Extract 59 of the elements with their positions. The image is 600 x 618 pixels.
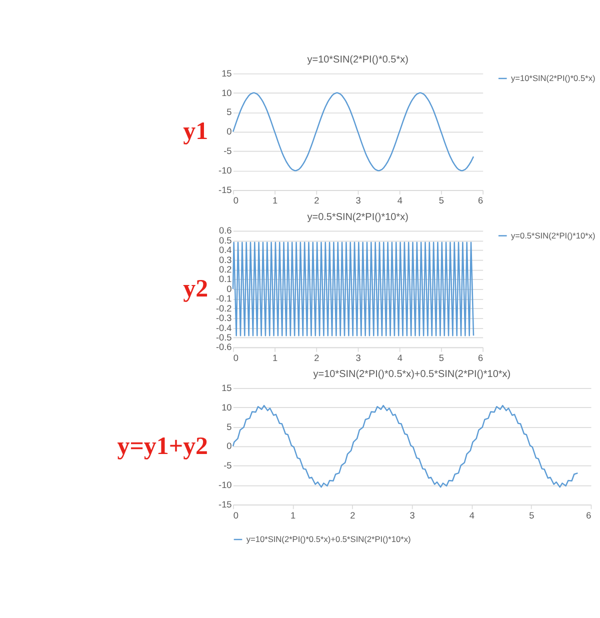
x-tick-label: 2 [314, 352, 320, 363]
y-tick-label: 0.4 [219, 245, 232, 256]
y-tick-label: -10 [218, 165, 232, 176]
line-series [232, 404, 578, 488]
y-tick-label: -0.1 [216, 294, 232, 304]
x-tick-label: 1 [272, 352, 278, 363]
y-tick-label: -5 [224, 460, 232, 471]
y-tick-label: 5 [226, 422, 232, 432]
y-tick-label: -0.6 [216, 342, 232, 352]
x-tick-label: 6 [478, 196, 484, 206]
chart-title: y=10*SIN(2*PI()*0.5*x)+0.5*SIN(2*PI()*10*x) [313, 369, 511, 380]
y-tick-label: 10 [222, 402, 232, 412]
y-tick-label: 15 [222, 68, 232, 78]
x-tick-label: 0 [233, 352, 239, 363]
y-tick-label: 0.5 [219, 235, 232, 246]
x-tick-label: 6 [586, 510, 592, 520]
legend-label: y=10*SIN(2*PI()*0.5*x)+0.5*SIN(2*PI()*10*x) [246, 534, 412, 544]
y-tick-label: -10 [218, 480, 232, 490]
y-tick-label: 0.2 [219, 264, 232, 275]
y-tick-label: 0.1 [219, 274, 232, 284]
legend-label: y=0.5*SIN(2*PI()*10*x) [510, 230, 596, 240]
x-tick-label: 0 [233, 510, 239, 520]
y-tick-label: -0.2 [216, 303, 232, 314]
y-tick-label: 0 [226, 284, 232, 294]
x-tick-label: 4 [397, 352, 402, 363]
text: y1 [183, 118, 208, 146]
x-tick-label: 4 [469, 510, 475, 520]
x-tick-label: 0 [233, 196, 239, 206]
x-tick-label: 3 [356, 196, 361, 206]
text: y2 [183, 276, 208, 303]
y-tick-label: -15 [218, 184, 232, 195]
y-tick-label: 5 [226, 107, 232, 118]
y-tick-label: 0 [226, 441, 232, 452]
x-tick-label: 5 [438, 352, 444, 363]
chart-title: y=10*SIN(2*PI()*0.5*x) [307, 54, 408, 66]
x-tick-label: 2 [350, 510, 356, 520]
y-tick-label: 0 [226, 126, 232, 137]
x-tick-label: 2 [314, 196, 320, 206]
y-tick-label: -0.4 [216, 322, 232, 333]
y-tick-label: -5 [224, 146, 232, 156]
x-tick-label: 3 [410, 510, 415, 520]
y-tick-label: 10 [222, 88, 232, 98]
text: y=y1+y2 [117, 432, 208, 460]
x-tick-label: 4 [397, 196, 402, 206]
x-tick-label: 3 [356, 352, 361, 363]
y-tick-label: 15 [222, 382, 232, 393]
y-tick-label: -0.3 [216, 313, 232, 324]
line-series [232, 92, 474, 172]
y-tick-label: -15 [218, 499, 232, 510]
x-tick-label: 5 [529, 510, 534, 520]
x-tick-label: 1 [290, 510, 296, 520]
y-tick-label: 0.3 [219, 254, 232, 265]
legend-label: y=10*SIN(2*PI()*0.5*x) [510, 72, 596, 83]
y-tick-label: 0.6 [219, 226, 232, 236]
y-tick-label: -0.5 [216, 332, 232, 342]
x-tick-label: 6 [478, 352, 484, 363]
x-tick-label: 1 [272, 196, 278, 206]
x-tick-label: 5 [438, 196, 444, 206]
chart-title: y=0.5*SIN(2*PI()*10*x) [307, 212, 408, 223]
